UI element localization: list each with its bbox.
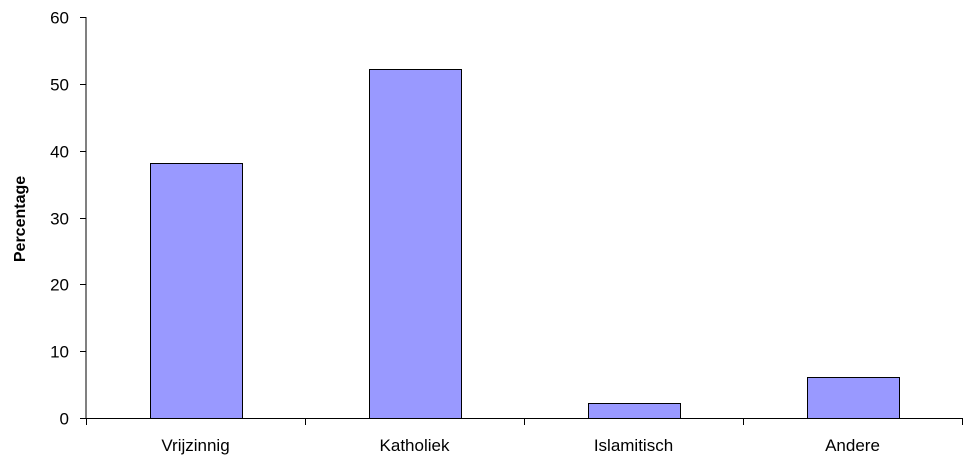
x-tick-label: Vrijzinnig <box>161 436 229 455</box>
y-tick-label: 20 <box>50 276 69 295</box>
y-tick-label: 0 <box>60 410 69 429</box>
bar-andere <box>807 377 900 419</box>
x-tick-label: Katholiek <box>380 436 450 455</box>
x-axis: Vrijzinnig Katholiek Islamitisch Andere <box>86 418 963 455</box>
y-tick-label: 50 <box>50 76 69 95</box>
bar-vrijzinnig <box>150 163 243 419</box>
y-axis-title: Percentage <box>12 176 29 262</box>
x-tick-label: Andere <box>825 436 880 455</box>
bar-islamitisch <box>588 403 681 419</box>
y-tick-label: 40 <box>50 143 69 162</box>
x-tick-label: Islamitisch <box>594 436 673 455</box>
y-tick-label: 10 <box>50 343 69 362</box>
y-axis: 0 10 20 30 40 50 60 <box>50 9 87 429</box>
y-tick-label: 60 <box>50 9 69 28</box>
bar-katholiek <box>369 69 462 419</box>
bars <box>150 69 900 419</box>
y-tick-label: 30 <box>50 210 69 229</box>
